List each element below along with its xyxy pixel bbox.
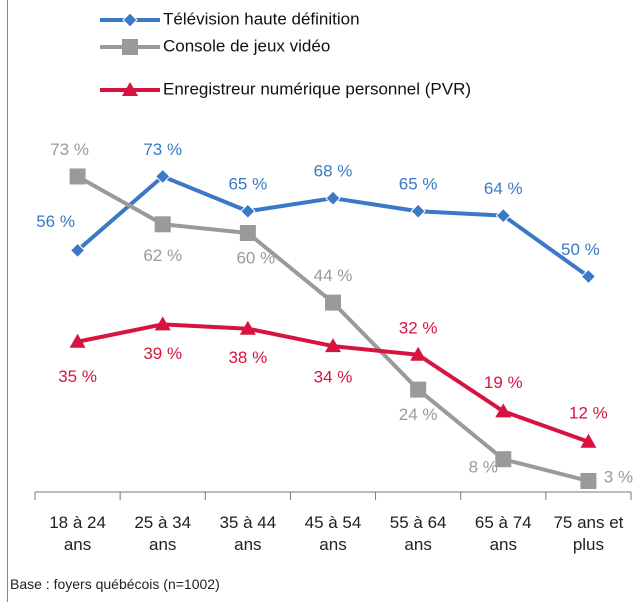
x-tick-label: 75 ans et plus <box>553 513 624 554</box>
legend-label: Enregistreur numérique personnel (PVR) <box>163 79 471 98</box>
data-label: 35 % <box>58 367 97 386</box>
data-label: 38 % <box>228 348 267 367</box>
x-tick-label: 25 à 34 ans <box>134 513 192 554</box>
data-point <box>69 333 86 348</box>
data-label: 44 % <box>314 266 353 285</box>
data-point <box>495 207 511 224</box>
legend-label: Console de jeux vidéo <box>163 36 330 55</box>
x-tick-label: 45 à 54 ans <box>304 513 362 554</box>
data-point <box>325 338 341 353</box>
x-tick-label: 55 à 64 ans <box>389 513 447 554</box>
data-point <box>410 203 426 219</box>
data-point <box>69 242 86 259</box>
data-point <box>325 190 341 206</box>
data-label: 56 % <box>36 212 75 231</box>
legend-marker <box>122 12 138 28</box>
x-tick-label: 18 à 24 ans <box>49 513 106 554</box>
data-point <box>410 381 427 398</box>
data-point <box>580 268 597 285</box>
data-point <box>495 403 512 418</box>
data-label: 64 % <box>484 179 523 198</box>
legend-label: Télévision haute définition <box>163 9 360 28</box>
legend-marker <box>122 82 138 96</box>
data-label: 24 % <box>399 405 438 424</box>
x-tick-label: 35 à 44 ans <box>219 513 277 554</box>
footnote: Base : foyers québécois (n=1002) <box>10 576 220 592</box>
data-label: 73 % <box>143 140 182 159</box>
x-tick-label: 65 à 74 ans <box>474 513 532 554</box>
data-label: 3 % <box>604 467 633 486</box>
data-label: 65 % <box>399 175 438 194</box>
data-label: 32 % <box>399 318 438 337</box>
data-point <box>239 225 256 241</box>
data-label: 62 % <box>143 246 182 265</box>
data-point <box>154 216 171 233</box>
data-label: 50 % <box>561 240 600 259</box>
data-point <box>580 433 597 448</box>
data-label: 65 % <box>228 175 267 194</box>
data-label: 19 % <box>484 373 523 392</box>
data-label: 68 % <box>314 162 353 181</box>
data-label: 34 % <box>314 368 353 387</box>
data-point <box>155 168 171 185</box>
data-point <box>410 346 427 361</box>
data-point <box>240 203 256 219</box>
data-point <box>69 168 86 185</box>
data-point <box>325 294 341 311</box>
data-label: 8 % <box>469 458 498 477</box>
data-point <box>580 472 597 489</box>
data-point <box>239 320 256 335</box>
data-label: 12 % <box>569 403 608 422</box>
data-label: 73 % <box>50 140 89 159</box>
data-label: 60 % <box>236 248 275 267</box>
data-point <box>154 316 171 331</box>
data-point <box>495 451 512 468</box>
data-label: 39 % <box>143 344 182 363</box>
legend-marker <box>122 39 138 55</box>
